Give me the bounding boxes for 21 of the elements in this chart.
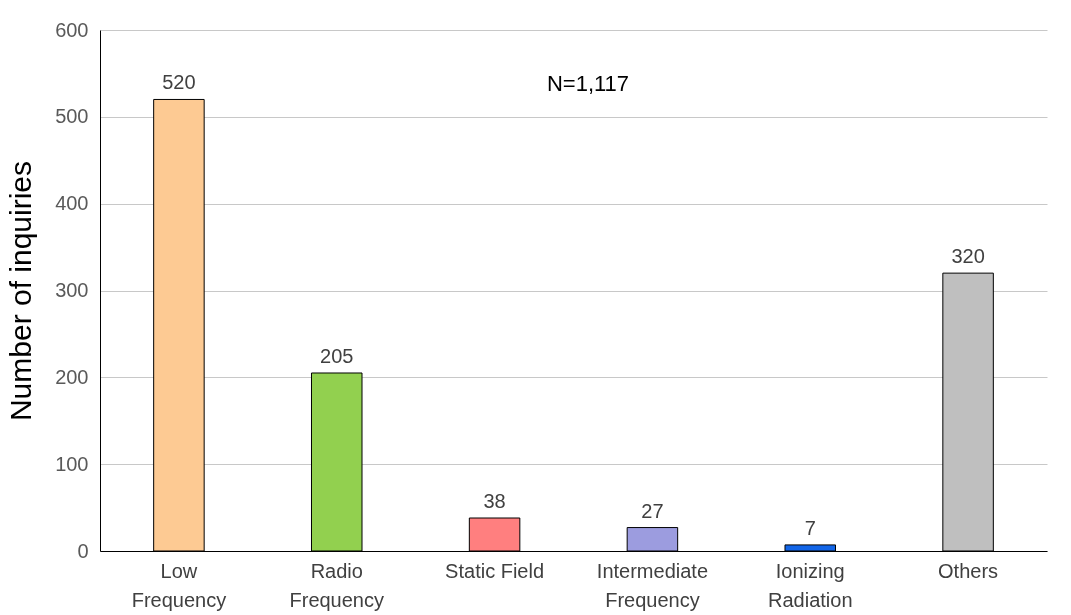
y-axis-title: Number of inquiries (4, 160, 38, 422)
data-label: 520 (162, 71, 196, 94)
x-tick-label: Intermediate Frequency (596, 559, 708, 611)
y-tick-label: 0 (77, 539, 89, 562)
y-tick-label: 400 (55, 192, 89, 215)
y-tick-label: 100 (55, 452, 89, 475)
x-tick-label: Others (938, 559, 999, 582)
data-label: 27 (641, 499, 664, 522)
y-tick-label: 200 (55, 365, 89, 388)
annotation: N=1,117 (546, 71, 630, 96)
data-label: 38 (483, 490, 506, 512)
data-label: 320 (951, 245, 985, 268)
data-label: 7 (804, 516, 816, 539)
data-label: 205 (320, 344, 354, 367)
y-tick-label: 500 (55, 105, 89, 128)
x-tick-label: Radio Frequency (289, 559, 384, 611)
x-tick-label: Ionizing Radiation (767, 559, 853, 611)
x-tick-label: Static Field (445, 559, 545, 582)
y-tick-label: 300 (55, 279, 89, 301)
x-tick-label: Low Frequency (131, 559, 227, 611)
y-tick-label: 600 (55, 18, 89, 41)
